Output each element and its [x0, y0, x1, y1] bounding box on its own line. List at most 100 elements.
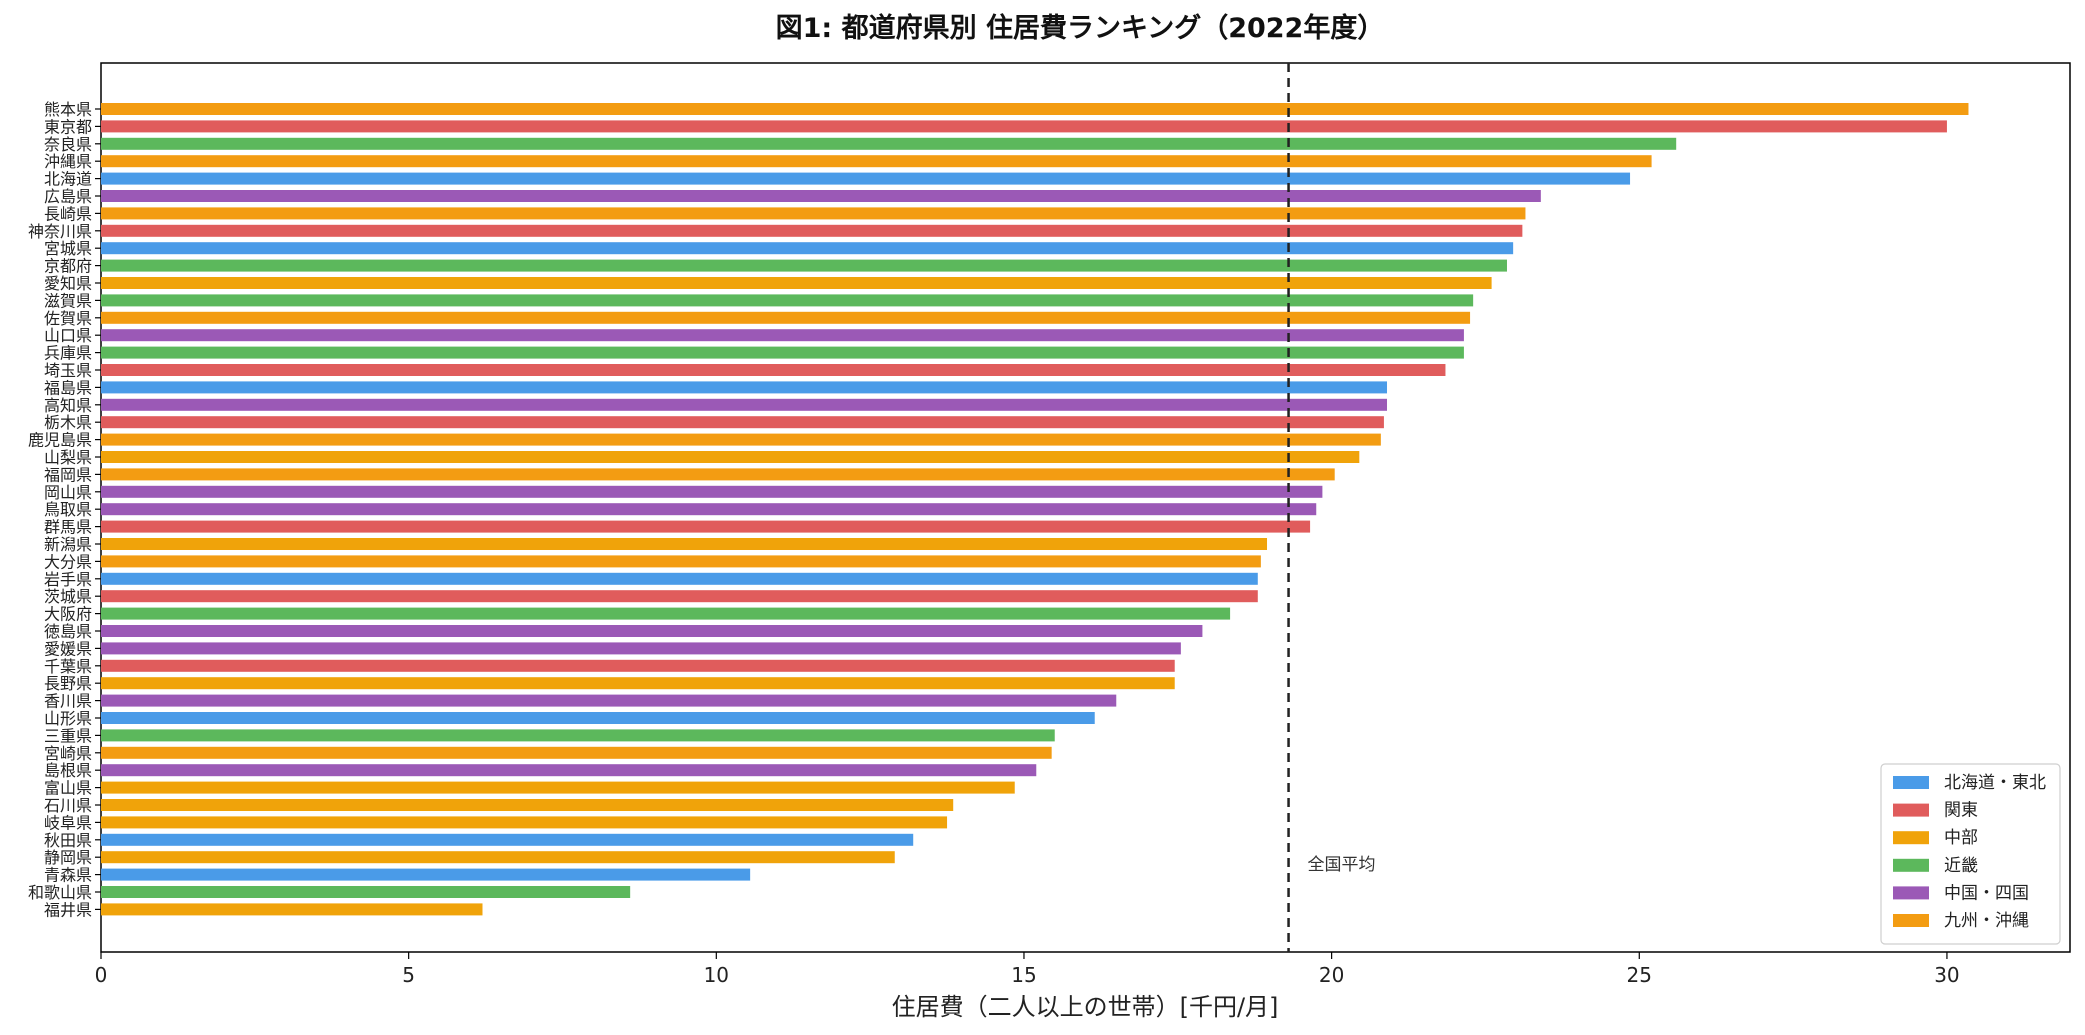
legend-label: 近畿	[1944, 856, 1978, 876]
x-tick-label: 10	[704, 963, 729, 987]
y-tick-label: 青森県	[44, 866, 92, 885]
bar-奈良県	[101, 137, 1677, 150]
bar-大分県	[101, 555, 1261, 568]
bar-茨城県	[101, 590, 1258, 603]
y-tick-label: 兵庫県	[44, 344, 92, 363]
y-tick-label: 山形県	[44, 709, 92, 728]
y-tick-label: 佐賀県	[44, 309, 92, 328]
bar-千葉県	[101, 659, 1175, 672]
bar-山形県	[101, 712, 1095, 724]
bar-静岡県	[101, 851, 895, 864]
bar-埼玉県	[101, 364, 1446, 376]
y-tick-label: 石川県	[44, 796, 92, 815]
y-tick-label: 宮城県	[44, 239, 92, 258]
y-tick-label: 神奈川県	[28, 222, 92, 241]
y-tick-label: 奈良県	[44, 135, 92, 154]
legend-swatch-中国・四国	[1893, 886, 1929, 900]
y-tick-label: 山梨県	[44, 448, 92, 467]
bar-和歌山県	[101, 886, 631, 898]
y-tick-label: 徳島県	[44, 622, 92, 641]
y-tick-label: 宮崎県	[44, 744, 92, 763]
bar-島根県	[101, 764, 1037, 777]
y-tick-label: 栃木県	[44, 413, 92, 432]
y-tick-label: 東京都	[44, 117, 92, 136]
bar-広島県	[101, 190, 1541, 202]
x-tick-label: 20	[1319, 963, 1344, 987]
bar-岐阜県	[101, 816, 948, 829]
y-tick-label: 岡山県	[44, 483, 92, 502]
average-line-label: 全国平均	[1308, 855, 1376, 875]
legend-swatch-中部	[1893, 831, 1929, 845]
bar-大阪府	[101, 607, 1231, 620]
bar-京都府	[101, 259, 1507, 272]
y-tick-label: 香川県	[44, 692, 92, 711]
bar-高知県	[101, 398, 1388, 411]
legend-swatch-九州・沖縄	[1893, 914, 1929, 927]
y-tick-label: 愛媛県	[44, 639, 92, 658]
y-tick-label: 島根県	[44, 761, 92, 780]
bar-宮城県	[101, 242, 1514, 255]
legend-label: 北海道・東北	[1944, 773, 2046, 793]
bar-青森県	[101, 868, 751, 881]
y-tick-label: 広島県	[44, 187, 92, 206]
x-axis-ticks: 0 5 10 15 20 25 30	[95, 952, 1960, 987]
x-tick-label: 25	[1627, 963, 1652, 987]
bar-神奈川県	[101, 224, 1523, 237]
legend-swatch-北海道・東北	[1893, 776, 1929, 789]
x-tick-label: 30	[1934, 963, 1959, 987]
y-tick-label: 鹿児島県	[28, 431, 92, 450]
y-tick-label: 長崎県	[44, 204, 92, 223]
y-tick-label: 静岡県	[44, 848, 92, 867]
bar-滋賀県	[101, 294, 1474, 307]
y-tick-label: 沖縄県	[44, 152, 92, 171]
y-tick-label: 山口県	[44, 326, 92, 345]
bar-福井県	[101, 903, 483, 916]
legend-label: 中部	[1944, 828, 1978, 848]
bar-鳥取県	[101, 503, 1317, 516]
legend-swatch-関東	[1893, 803, 1929, 817]
bar-東京都	[101, 120, 1947, 133]
y-tick-label: 秋田県	[44, 831, 92, 850]
bar-富山県	[101, 781, 1015, 794]
bar-熊本県	[101, 103, 1969, 115]
bar-北海道	[101, 172, 1631, 185]
bar-山口県	[101, 329, 1464, 342]
bar-愛媛県	[101, 642, 1181, 655]
x-axis-label: 住居費（二人以上の世帯）[千円/月]	[892, 993, 1279, 1021]
y-tick-label: 群馬県	[44, 518, 92, 537]
y-tick-label: 和歌山県	[28, 883, 92, 902]
y-tick-label: 福岡県	[44, 465, 92, 484]
bar-兵庫県	[101, 346, 1464, 359]
y-tick-label: 埼玉県	[44, 361, 92, 380]
bar-岡山県	[101, 485, 1323, 498]
legend-label: 関東	[1944, 801, 1978, 821]
y-tick-label: 福島県	[44, 378, 92, 397]
bar-岩手県	[101, 572, 1258, 585]
bar-沖縄県	[101, 155, 1652, 168]
y-tick-label: 京都府	[44, 257, 92, 276]
x-tick-label: 5	[402, 963, 415, 987]
bar-群馬県	[101, 520, 1311, 533]
bar-秋田県	[101, 833, 914, 846]
y-tick-label: 大分県	[44, 552, 92, 571]
y-tick-label: 滋賀県	[44, 291, 92, 310]
bar-宮崎県	[101, 746, 1052, 759]
bar-佐賀県	[101, 311, 1471, 324]
bar-徳島県	[101, 625, 1203, 637]
bar-長野県	[101, 677, 1175, 690]
bars-layer	[101, 103, 1969, 916]
x-tick-label: 15	[1011, 963, 1036, 987]
y-tick-label: 福井県	[44, 900, 92, 919]
y-tick-label: 鳥取県	[44, 500, 92, 519]
y-tick-label: 千葉県	[44, 657, 92, 676]
legend-swatch-近畿	[1893, 858, 1929, 872]
y-tick-label: 三重県	[44, 726, 92, 745]
bar-福岡県	[101, 468, 1335, 481]
bar-鹿児島県	[101, 433, 1381, 446]
y-tick-label: 新潟県	[44, 535, 92, 554]
y-axis-ticks: 熊本県東京都奈良県沖縄県北海道広島県長崎県神奈川県宮城県京都府愛知県滋賀県佐賀県…	[28, 100, 101, 919]
bar-栃木県	[101, 416, 1384, 429]
bar-石川県	[101, 799, 954, 811]
